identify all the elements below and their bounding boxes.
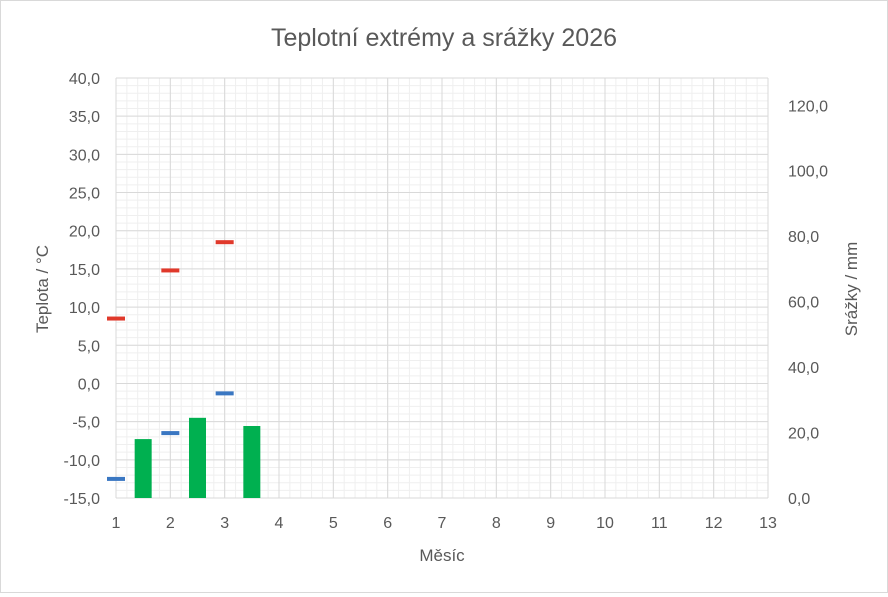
- x-tick-label: 1: [112, 515, 121, 532]
- y-tick-label: 35,0: [69, 109, 100, 126]
- y2-axis-title: Srážky / mm: [842, 242, 861, 336]
- y-axis-title: Teplota / °C: [33, 245, 52, 333]
- y2-tick-label: 0,0: [788, 491, 810, 508]
- temperature-marker: [215, 240, 234, 245]
- x-tick-label: 5: [329, 515, 338, 532]
- x-tick-label: 8: [492, 515, 501, 532]
- precip-bar: [189, 417, 206, 498]
- y-tick-label: -10,0: [64, 453, 101, 470]
- x-tick-label: 6: [383, 515, 392, 532]
- x-tick-label: 7: [438, 515, 447, 532]
- y-tick-label: 20,0: [69, 224, 100, 241]
- y-tick-label: 40,0: [69, 71, 100, 88]
- chart-title: Teplotní extrémy a srážky 2026: [271, 24, 617, 52]
- y-tick-label: 10,0: [69, 300, 100, 317]
- x-tick-label: 9: [546, 515, 555, 532]
- x-tick-label: 4: [275, 515, 284, 532]
- temperature-marker: [161, 431, 180, 436]
- y2-tick-label: 20,0: [788, 426, 819, 443]
- precip-bar: [243, 425, 261, 498]
- temperature-marker: [107, 476, 125, 481]
- y2-tick-label: 120,0: [788, 98, 828, 115]
- x-tick-label: 13: [759, 515, 777, 532]
- y2-tick-label: 100,0: [788, 164, 828, 181]
- y-tick-label: 30,0: [69, 147, 100, 164]
- temperature-marker: [215, 391, 234, 396]
- y-tick-label: 0,0: [78, 376, 100, 393]
- temperature-marker: [161, 268, 180, 273]
- plot-area: 1 2 3 4 5 6 7 8 9 10 11 12 13-15,0-10,0-5,00,05,010,…: [64, 71, 829, 532]
- x-tick-label: 12: [705, 515, 723, 532]
- y-tick-label: 25,0: [69, 186, 100, 203]
- y2-tick-label: 80,0: [788, 229, 819, 246]
- precip-bar: [134, 439, 152, 498]
- y2-tick-label: 60,0: [788, 295, 819, 312]
- y-tick-label: -5,0: [72, 415, 100, 432]
- x-tick-label: 11: [651, 515, 668, 532]
- y-tick-label: 5,0: [78, 338, 100, 355]
- temperature-marker: [107, 316, 125, 321]
- x-axis-title: Měsíc: [419, 546, 465, 565]
- x-tick-label: 10: [596, 515, 614, 532]
- x-tick-label: 3: [220, 515, 229, 532]
- x-tick-label: 2: [166, 515, 175, 532]
- y-tick-label: 15,0: [69, 262, 100, 279]
- y-tick-label: -15,0: [64, 491, 101, 508]
- y2-tick-label: 40,0: [788, 360, 819, 377]
